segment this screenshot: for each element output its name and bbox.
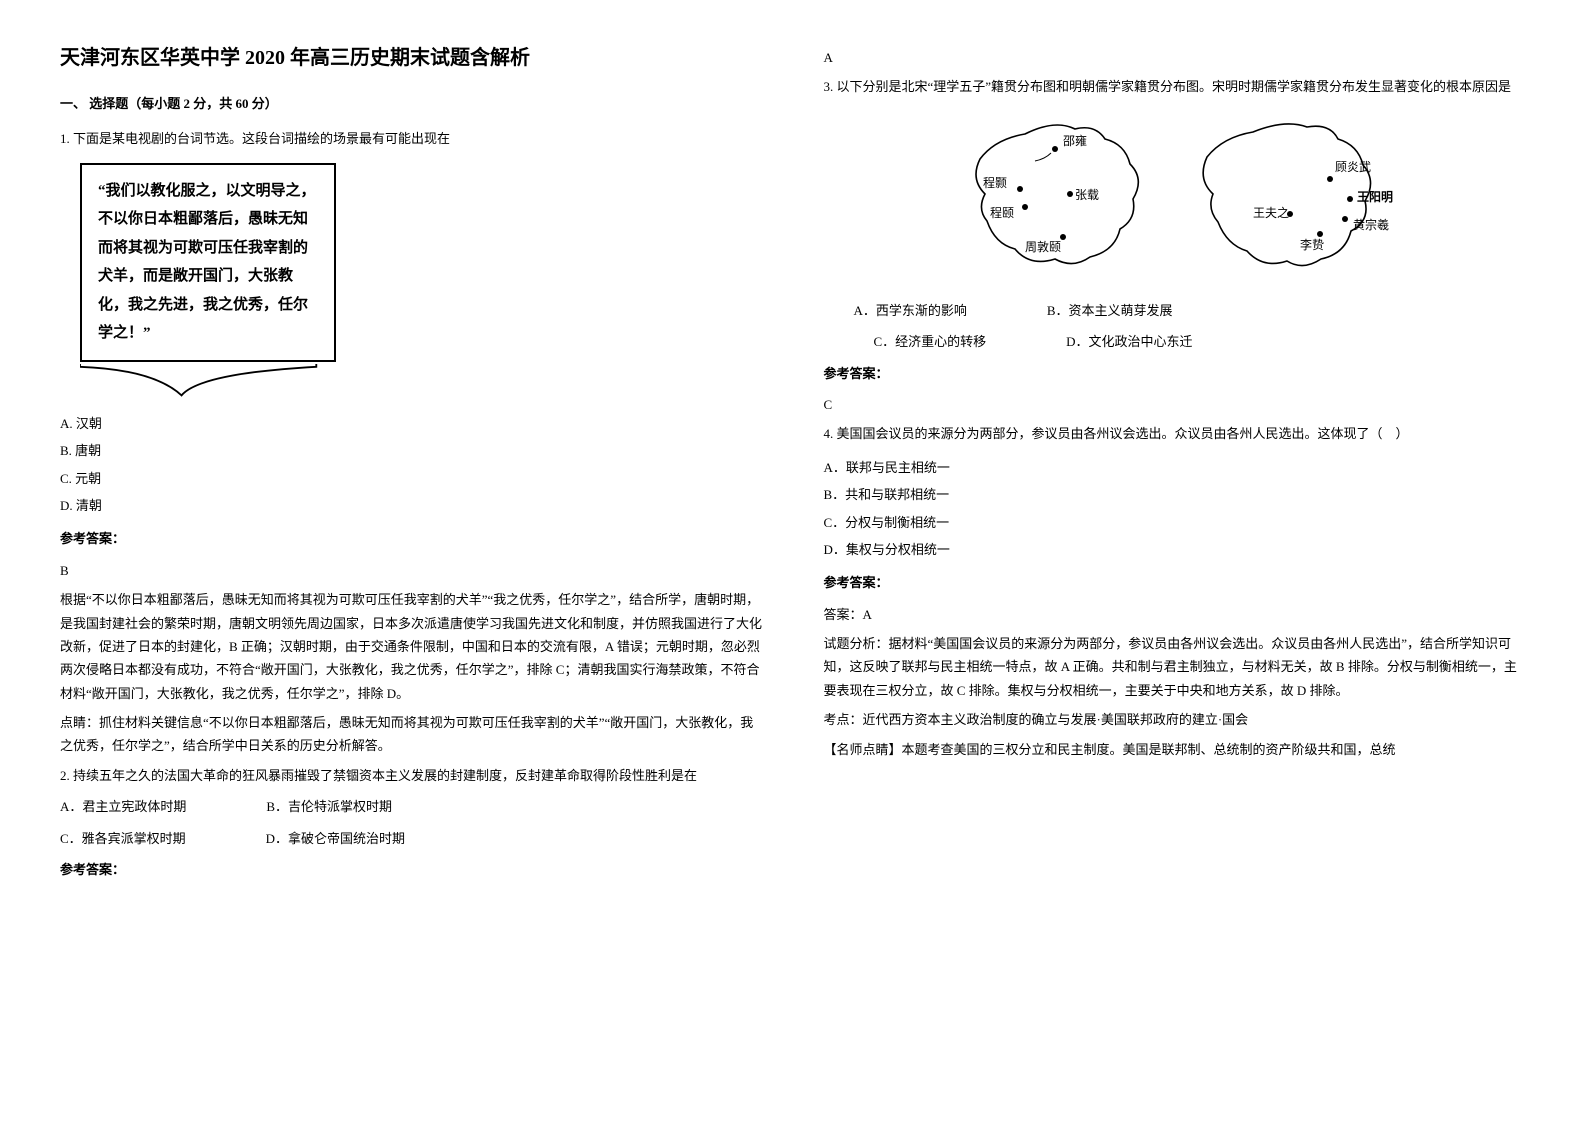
q4-answer: 答案：A (824, 603, 1528, 626)
left-column: 天津河东区华英中学 2020 年高三历史期末试题含解析 一、 选择题（每小题 2… (60, 40, 764, 889)
q1-opt-b: B. 唐朝 (60, 439, 764, 462)
q2-answer: A (824, 46, 1528, 69)
q4-opt-c: C．分权与制衡相统一 (824, 511, 1528, 534)
q2-opt-a: A．君主立宪政体时期 (60, 795, 186, 818)
q3-stem: 3. 以下分别是北宋“理学五子”籍贯分布图和明朝儒学家籍贯分布图。宋明时期儒学家… (824, 75, 1528, 98)
q1-opt-c: C. 元朝 (60, 467, 764, 490)
q1-explanation-2: 点睛：抓住材料关键信息“不以你日本粗鄙落后，愚昧无知而将其视为可欺可压任我宰割的… (60, 711, 764, 758)
q4-options: A．联邦与民主相统一 B．共和与联邦相统一 C．分权与制衡相统一 D．集权与分权… (824, 456, 1528, 562)
bubble-tail-svg (80, 364, 320, 401)
map1-label-3: 程颐 (990, 205, 1014, 220)
q4-opt-b: B．共和与联邦相统一 (824, 483, 1528, 506)
q3-opt-d: D．文化政治中心东迁 (1066, 330, 1192, 353)
q3-map-song: 邵雍 程颢 张载 程颐 周敦颐 (955, 109, 1165, 279)
q1-opt-a: A. 汉朝 (60, 412, 764, 435)
q2-opt-c: C．雅各宾派掌权时期 (60, 827, 186, 850)
map2-label-4: 黄宗羲 (1353, 217, 1389, 232)
q3-map-ming: 顾炎武 王阳明 王夫之 李贽 黄宗羲 (1185, 109, 1395, 279)
q4-opt-a: A．联邦与民主相统一 (824, 456, 1528, 479)
map1-label-4: 周敦颐 (1025, 239, 1061, 254)
q2-opt-b: B．吉伦特派掌权时期 (266, 795, 392, 818)
q1-quote-text: “我们以教化服之，以文明导之，不以你日本粗鄙落后，愚昧无知而将其视为可欺可压任我… (98, 183, 316, 342)
q1-options: A. 汉朝 B. 唐朝 C. 元朝 D. 清朝 (60, 412, 764, 518)
q1-opt-d: D. 清朝 (60, 494, 764, 517)
q2-opt-d: D．拿破仑帝国统治时期 (266, 827, 405, 850)
q1-quote-box: “我们以教化服之，以文明导之，不以你日本粗鄙落后，愚昧无知而将其视为可欺可压任我… (80, 163, 336, 362)
q3-opt-c: C．经济重心的转移 (874, 330, 987, 353)
map2-label-1: 王阳明 (1357, 189, 1393, 204)
q3-opt-b: B．资本主义萌芽发展 (1047, 299, 1173, 322)
map1-label-0: 邵雍 (1063, 133, 1087, 148)
q3-maps: 邵雍 程颢 张载 程颐 周敦颐 顾炎武 (824, 109, 1528, 279)
q4-explanation-3: 【名师点睛】本题考查美国的三权分立和民主制度。美国是联邦制、总统制的资产阶级共和… (824, 738, 1528, 761)
q4-opt-d: D．集权与分权相统一 (824, 538, 1528, 561)
q3-ans-label: 参考答案： (824, 362, 1528, 385)
q1-stem: 1. 下面是某电视剧的台词节选。这段台词描绘的场景最有可能出现在 (60, 127, 764, 150)
q4-ans-label: 参考答案： (824, 571, 1528, 594)
right-column: A 3. 以下分别是北宋“理学五子”籍贯分布图和明朝儒学家籍贯分布图。宋明时期儒… (824, 40, 1528, 889)
q3-opt-a: A．西学东渐的影响 (854, 299, 967, 322)
map1-label-2: 张载 (1075, 188, 1099, 202)
q2-options-row2: C．雅各宾派掌权时期 D．拿破仑帝国统治时期 (60, 827, 764, 850)
q1-explanation-1: 根据“不以你日本粗鄙落后，愚昧无知而将其视为可欺可压任我宰割的犬羊”“我之优秀，… (60, 588, 764, 705)
speech-bubble-tail (80, 366, 320, 402)
q2-ans-label: 参考答案： (60, 858, 764, 881)
q1-answer: B (60, 559, 764, 582)
q3-options-row2: C．经济重心的转移 D．文化政治中心东迁 (874, 330, 1528, 353)
q4-explanation-1: 试题分析：据材料“美国国会议员的来源分为两部分，参议员由各州议会选出。众议员由各… (824, 632, 1528, 702)
q2-stem: 2. 持续五年之久的法国大革命的狂风暴雨摧毁了禁锢资本主义发展的封建制度，反封建… (60, 764, 764, 787)
map1-label-1: 程颢 (983, 175, 1007, 190)
q1-ans-label: 参考答案： (60, 527, 764, 550)
page-container: 天津河东区华英中学 2020 年高三历史期末试题含解析 一、 选择题（每小题 2… (60, 40, 1527, 889)
q2-options-row1: A．君主立宪政体时期 B．吉伦特派掌权时期 (60, 795, 764, 818)
q3-options-row1: A．西学东渐的影响 B．资本主义萌芽发展 (854, 299, 1528, 322)
doc-title: 天津河东区华英中学 2020 年高三历史期末试题含解析 (60, 40, 764, 76)
map2-label-2: 王夫之 (1253, 206, 1289, 220)
q4-explanation-2: 考点：近代西方资本主义政治制度的确立与发展·美国联邦政府的建立·国会 (824, 708, 1528, 731)
section-1-header: 一、 选择题（每小题 2 分，共 60 分） (60, 92, 764, 115)
q4-stem: 4. 美国国会议员的来源分为两部分，参议员由各州议会选出。众议员由各州人民选出。… (824, 422, 1528, 445)
map2-label-3: 李贽 (1300, 237, 1324, 252)
map2-label-0: 顾炎武 (1335, 160, 1371, 174)
q3-answer: C (824, 393, 1528, 416)
